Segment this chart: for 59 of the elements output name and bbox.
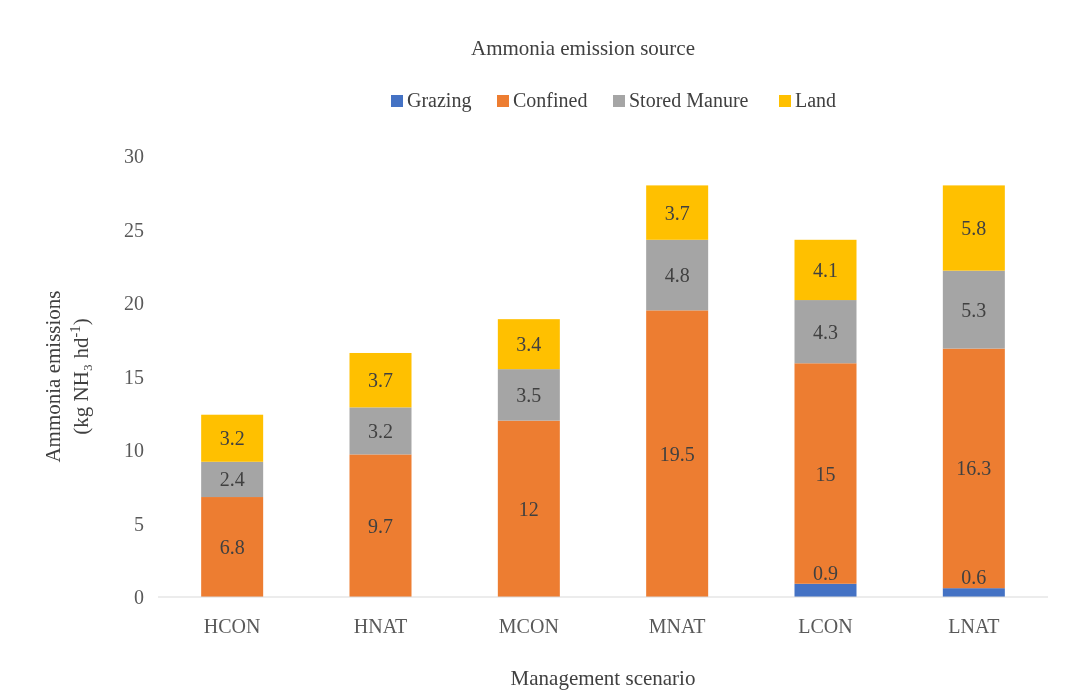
y-tick-label: 15: [124, 365, 144, 388]
bar: [349, 352, 412, 408]
data-label: 12: [518, 497, 539, 520]
x-tick-label: MNAT: [648, 615, 706, 637]
data-label: 3.2: [368, 419, 393, 442]
data-label: 5.8: [961, 217, 987, 240]
bar: [646, 310, 709, 597]
bar: [497, 319, 560, 370]
bar: [201, 461, 264, 498]
data-label: 2.4: [219, 468, 245, 491]
bar: [497, 369, 560, 421]
x-tick-label: HCON: [203, 615, 261, 637]
bar: [201, 414, 264, 462]
legend-label: Confined: [513, 89, 588, 111]
x-tick-label: LCON: [798, 615, 853, 637]
data-label: 4.1: [813, 258, 838, 281]
y-tick-label: 5: [134, 512, 144, 535]
bar: [942, 348, 1005, 589]
data-label: 9.7: [368, 514, 393, 537]
bar: [201, 497, 264, 597]
legend-label: Grazing: [407, 89, 472, 112]
bar: [349, 407, 412, 455]
legend-label: Stored Manure: [629, 89, 749, 111]
y-tick-label: 30: [124, 145, 144, 167]
data-label: 16.3: [956, 457, 992, 480]
x-tick-label: MCON: [498, 615, 559, 637]
legend-title: Ammonia emission source: [471, 36, 695, 60]
bar: [942, 270, 1005, 349]
y-tick-label: 20: [124, 292, 144, 314]
bar: [942, 185, 1005, 271]
x-tick-label: HNAT: [353, 615, 408, 637]
data-label: 0.6: [961, 566, 987, 589]
data-label: 3.5: [516, 383, 542, 406]
legend-label: Land: [795, 89, 837, 111]
data-label: 5.3: [961, 298, 987, 321]
data-label: 3.7: [368, 369, 393, 392]
y-tick-label: 0: [134, 586, 144, 608]
data-label: 4.3: [813, 320, 838, 343]
y-tick-label: 10: [124, 439, 144, 461]
bar: [794, 239, 857, 301]
bar: [942, 588, 1005, 597]
data-label: 19.5: [659, 442, 695, 465]
bar: [794, 300, 857, 364]
data-label: 3.4: [516, 333, 542, 356]
x-tick-label: LNAT: [948, 615, 1000, 637]
data-label: 6.8: [219, 536, 245, 559]
bar: [646, 185, 709, 240]
data-label: 4.8: [664, 264, 690, 287]
data-label: 0.9: [813, 561, 838, 584]
x-axis-title: Management scenario: [510, 666, 696, 690]
bar: [794, 363, 857, 584]
bar: [646, 239, 709, 311]
bar: [497, 420, 560, 597]
bar: [794, 583, 857, 597]
data-label: 15: [815, 462, 836, 485]
bar: [349, 454, 412, 597]
data-label: 3.2: [219, 427, 245, 450]
data-label: 3.7: [664, 201, 690, 224]
y-tick-label: 25: [124, 218, 144, 241]
